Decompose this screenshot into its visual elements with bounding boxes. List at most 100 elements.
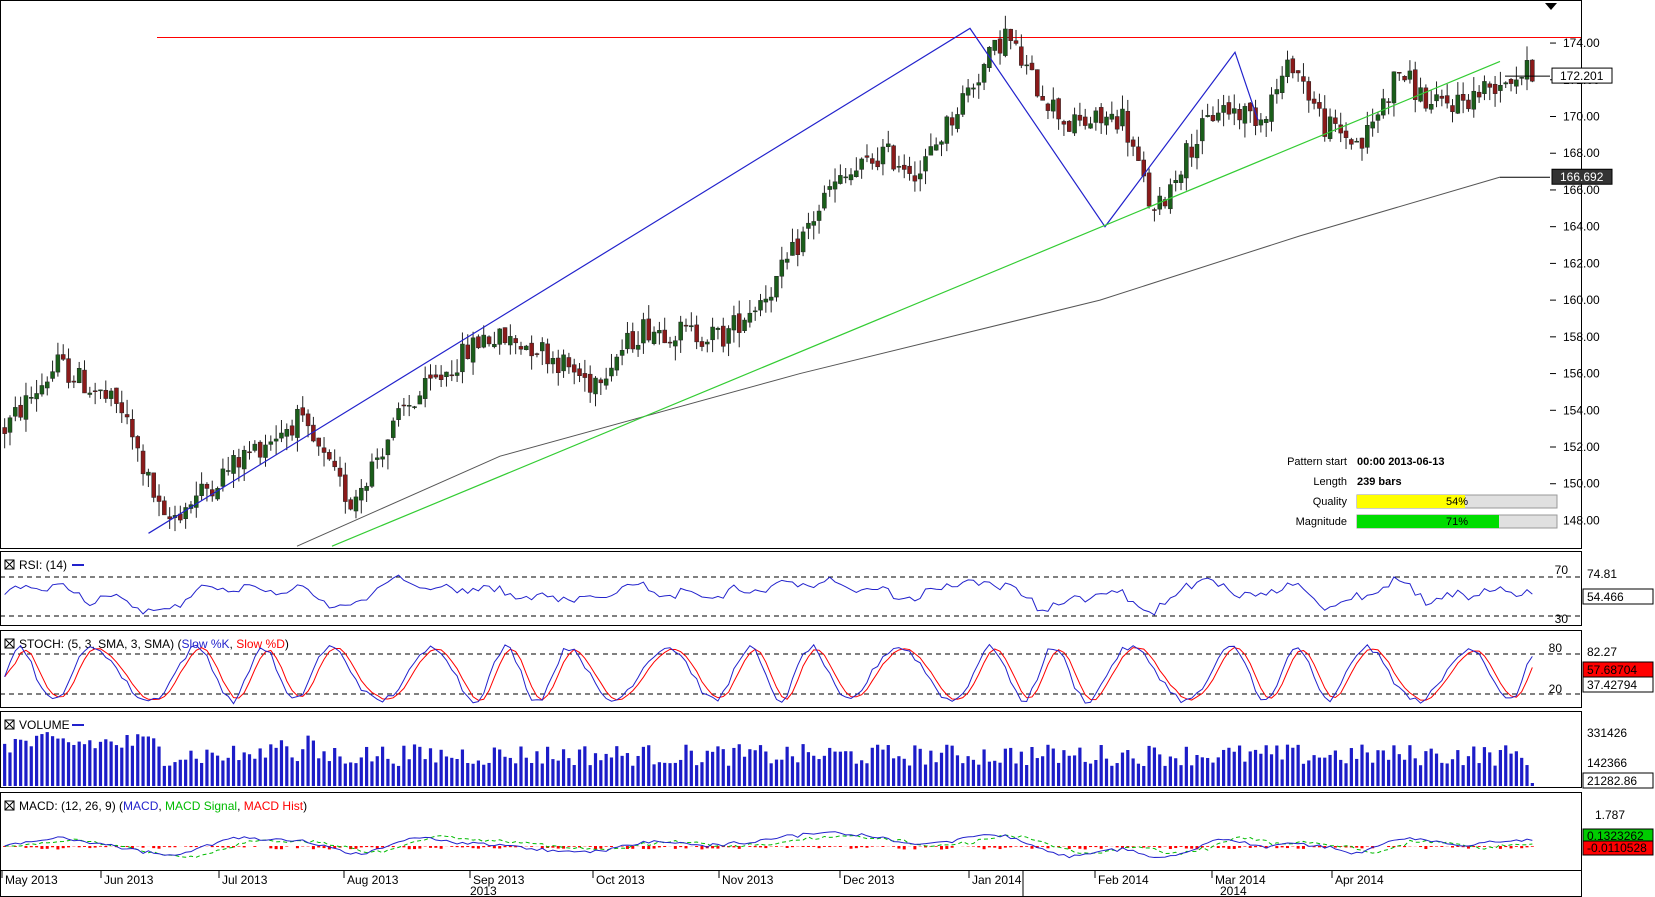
volume-bar [13, 738, 17, 786]
candle [167, 507, 172, 529]
candle [353, 489, 359, 519]
volume-bar [604, 753, 608, 786]
volume-bar [1392, 745, 1396, 786]
macd-panel: MACD: (12, 26, 9) (MACD, MACD Signal, MA… [3, 799, 1654, 859]
macd-hist-bar [1456, 846, 1460, 847]
candle [1333, 109, 1338, 132]
candle [939, 140, 944, 157]
macd-hist-bar [860, 846, 864, 848]
candle [662, 317, 667, 344]
volume-bar [274, 747, 278, 786]
macd-hist-bar [418, 846, 422, 849]
volume-bar [1030, 747, 1034, 786]
volume-bar [492, 747, 496, 786]
volume-bar [593, 753, 598, 786]
volume-bar [487, 762, 491, 786]
macd-hist-bar [476, 846, 480, 849]
candle [1136, 136, 1141, 161]
scroll-marker-icon[interactable] [1545, 3, 1557, 10]
candle [886, 130, 891, 153]
volume-bar [343, 763, 347, 786]
macd-hist-bar [1435, 846, 1439, 847]
macd-hist-bar [104, 846, 108, 848]
macd-hist-bar [125, 846, 129, 847]
candle [731, 305, 737, 343]
macd-hist-bar [189, 846, 193, 848]
candle [1349, 137, 1354, 150]
candle [220, 458, 226, 492]
volume-bar [168, 765, 172, 786]
volume-bar [583, 746, 587, 786]
volume-bar [1147, 745, 1151, 786]
volume-bar [88, 740, 92, 786]
volume-bar [460, 749, 465, 786]
candle [619, 339, 625, 366]
volume-panel-frame [0, 711, 1582, 788]
macd-hist-bar [1355, 846, 1359, 848]
candle [768, 287, 774, 313]
candle [348, 497, 353, 511]
macd-hist-bar [1317, 846, 1321, 848]
macd-hist-bar [977, 846, 981, 848]
macd-hist-bar [1365, 846, 1369, 847]
candle [18, 396, 23, 421]
volume-bar [1152, 747, 1157, 786]
macd-hist-bar [1461, 846, 1465, 848]
candle [1088, 116, 1093, 129]
candle [438, 365, 444, 388]
candle [60, 344, 66, 361]
rsi-panel-frame [0, 551, 1582, 626]
macd-hist-bar [1525, 846, 1529, 848]
macd-hist-bar [790, 846, 794, 848]
candle [305, 409, 311, 438]
candle [758, 293, 763, 317]
volume-bar [609, 757, 614, 786]
volume-bar [3, 743, 7, 786]
volume-bar [1477, 763, 1481, 786]
macd-hist-bar [285, 846, 289, 847]
volume-bar [1083, 761, 1087, 786]
volume-bar [476, 760, 481, 786]
candle [1391, 71, 1397, 117]
volume-bar [391, 763, 395, 786]
volume-bar [1376, 750, 1380, 786]
macd-line [4, 831, 1533, 859]
candle [1279, 66, 1285, 100]
volume-label-mid: 142366 [1587, 756, 1627, 770]
volume-bar [434, 762, 438, 786]
macd-hist-bar [482, 846, 486, 848]
candle [896, 155, 902, 173]
macd-hist-bar [1509, 846, 1513, 849]
candle [497, 328, 502, 355]
volume-bar [1461, 765, 1465, 786]
volume-bar [758, 745, 763, 786]
volume-bar [1429, 748, 1433, 786]
candle [1514, 66, 1519, 94]
volume-bar [1349, 748, 1353, 786]
ma-value-box [1551, 168, 1613, 185]
macd-hist-bar [269, 846, 273, 849]
volume-bar [311, 740, 315, 786]
macd-hist-bar [1120, 846, 1124, 848]
volume-bar [1184, 746, 1188, 786]
volume-bar [663, 762, 667, 786]
volume-bar [1371, 762, 1375, 786]
volume-bar [1323, 757, 1327, 786]
candle [1444, 84, 1450, 109]
volume-bar [226, 757, 230, 786]
month-label: Jun 2013 [104, 873, 154, 887]
volume-bar [1078, 747, 1082, 786]
volume-bar [1418, 765, 1423, 786]
macd-hist-bar [1285, 846, 1289, 849]
macd-hist-bar [599, 846, 603, 849]
candle [412, 405, 417, 410]
volume-bar [647, 745, 651, 786]
macd-hist-bar [471, 846, 475, 849]
volume-bar [1317, 757, 1322, 786]
candle [699, 336, 705, 352]
volume-bar [929, 750, 933, 786]
macd-hist-bar [1025, 846, 1029, 847]
year-label: 2013 [470, 884, 497, 897]
volume-bar [1232, 751, 1236, 786]
candle [295, 404, 300, 452]
